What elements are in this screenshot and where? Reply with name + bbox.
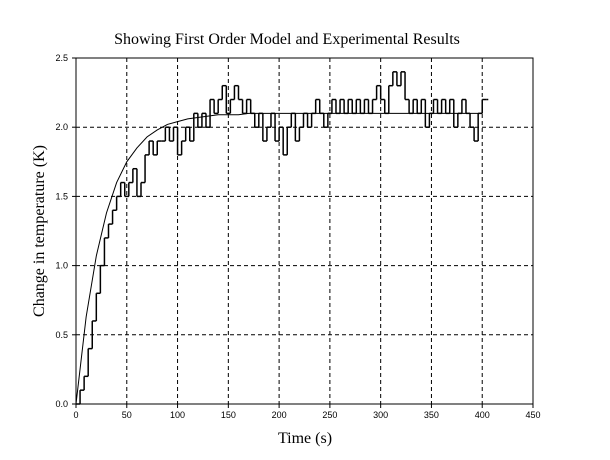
x-tick-label: 200 [272,410,287,420]
x-tick-label: 400 [475,410,490,420]
y-tick-label: 0.0 [55,399,68,409]
y-tick-label: 1.0 [55,261,68,271]
y-tick-label: 0.5 [55,330,68,340]
x-tick-label: 0 [73,410,78,420]
y-tick-label: 1.5 [55,191,68,201]
x-tick-label: 100 [170,410,185,420]
model-line [75,112,483,405]
y-tick-label: 2.0 [55,122,68,132]
x-tick-label: 150 [221,410,236,420]
x-tick-label: 250 [322,410,337,420]
y-axis-label: Change in temperature (K) [31,145,48,317]
chart-title: Showing First Order Model and Experiment… [114,31,460,48]
x-axis-label: Time (s) [278,430,332,447]
x-tick-label: 450 [525,410,540,420]
x-tick-label: 350 [424,410,439,420]
y-tick-label: 2.5 [55,53,68,63]
plot-frame [75,57,534,405]
x-tick-label: 50 [122,410,132,420]
x-tick-label: 300 [373,410,388,420]
